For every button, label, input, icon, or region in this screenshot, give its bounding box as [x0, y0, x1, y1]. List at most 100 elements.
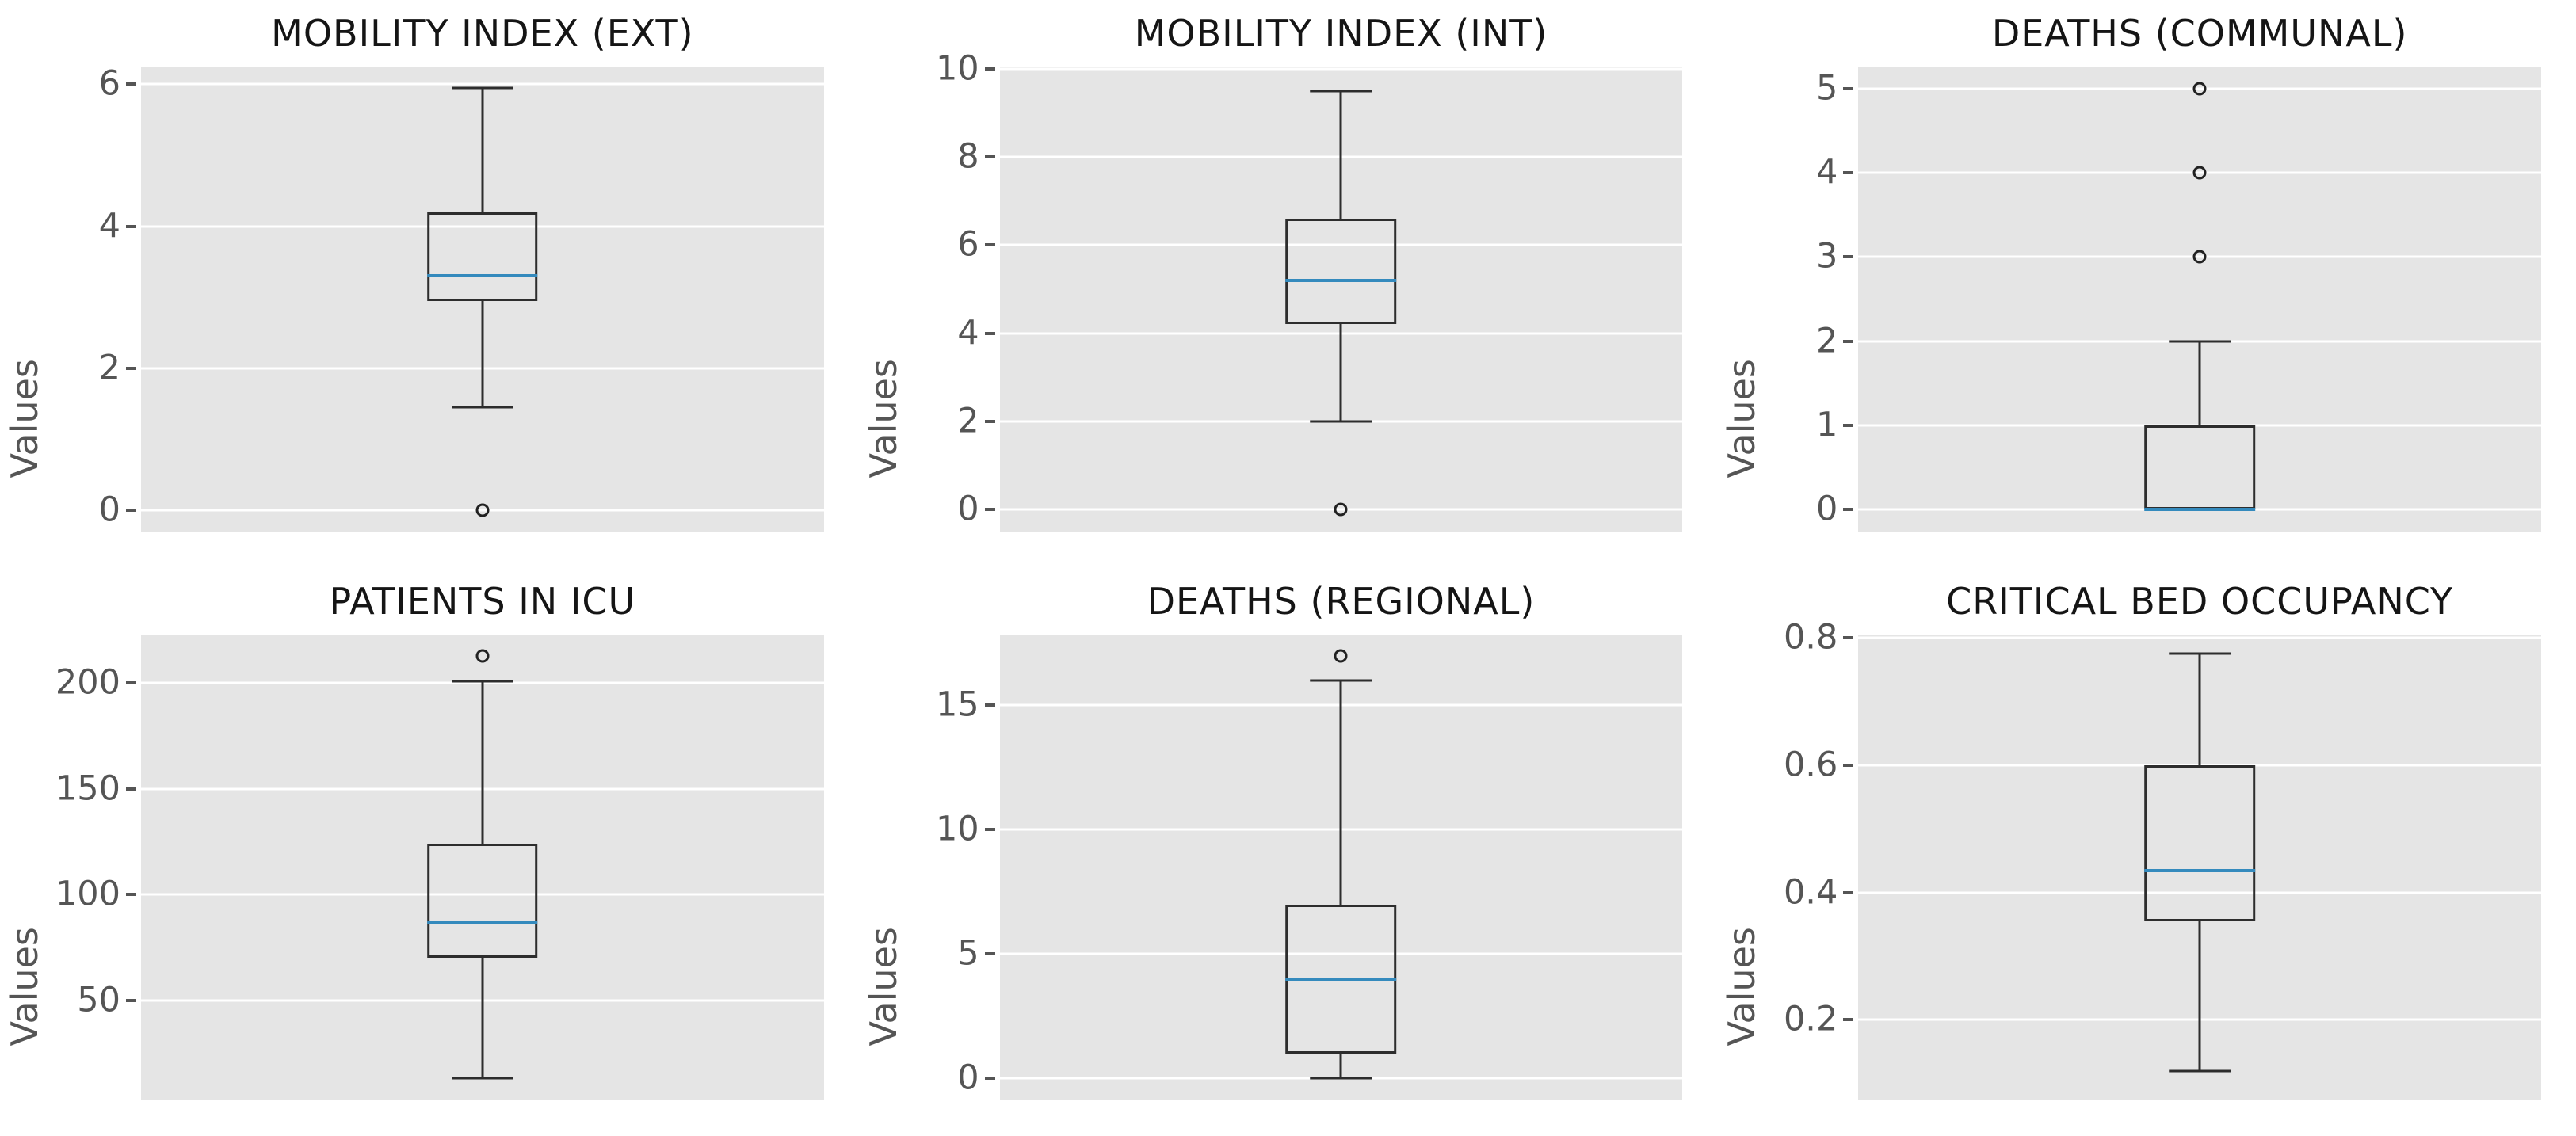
iqr-box [427, 844, 538, 959]
y-tick-mark [984, 67, 995, 71]
y-tick-label: 5 [957, 933, 979, 974]
y-tick-label: 10 [935, 48, 979, 89]
y-tick-label: 8 [957, 136, 979, 177]
y-tick-label: 0 [1815, 489, 1838, 529]
lower-whisker-cap [452, 406, 513, 409]
gridline [1858, 891, 2541, 894]
iqr-box [427, 212, 538, 301]
y-tick-label: 0 [98, 490, 120, 530]
y-tick-mark [126, 509, 136, 513]
outlier-point [2192, 82, 2207, 96]
upper-whisker-cap [2169, 652, 2231, 655]
subplot-title: MOBILITY INDEX (EXT) [271, 12, 694, 55]
y-tick-mark [984, 952, 995, 956]
y-tick-mark [1843, 763, 1854, 767]
y-tick-label: 4 [1815, 152, 1838, 193]
subplot-title: PATIENTS IN ICU [329, 580, 636, 623]
y-axis-gutter: Values 50 100 150 200 [3, 635, 141, 1100]
y-tick-mark [1843, 636, 1854, 640]
y-tick-label: 3 [1815, 236, 1838, 276]
y-tick-mark [126, 366, 136, 370]
lower-whisker-cap [1310, 1077, 1372, 1080]
outlier-point [475, 503, 490, 517]
y-tick-label: 100 [55, 874, 120, 914]
y-tick-mark [126, 82, 136, 86]
outlier-point [475, 649, 490, 663]
outlier-point [1334, 502, 1348, 517]
lower-whisker-line [1339, 324, 1342, 421]
y-tick-label: 2 [1815, 321, 1838, 361]
lower-whisker-cap [452, 1077, 513, 1080]
y-tick-mark [984, 419, 995, 423]
y-tick-mark [984, 1077, 995, 1081]
y-axis-label: Values [3, 926, 46, 1046]
y-axis-gutter: Values 0.2 0.4 0.6 0.8 [1720, 620, 1858, 1100]
outlier-point [1334, 649, 1348, 663]
iqr-box [1285, 218, 1397, 325]
lower-whisker-line [481, 958, 484, 1079]
y-tick-label: 6 [957, 224, 979, 265]
y-tick-label: 2 [957, 401, 979, 441]
y-axis-gutter: Values 0 5 10 15 [861, 635, 1000, 1100]
subplot-mobility-index-ext: MOBILITY INDEX (EXT) Values 0 2 4 6 [0, 0, 859, 568]
subplot-patients-in-icu: PATIENTS IN ICU Values 50 100 150 200 [0, 568, 859, 1136]
median-line [427, 920, 538, 924]
plot-area [141, 67, 824, 532]
y-tick-label: 0.2 [1783, 999, 1838, 1039]
plot-area [999, 67, 1683, 532]
plot-area [1858, 67, 2541, 532]
outlier-point [2192, 166, 2207, 180]
upper-whisker-line [481, 87, 484, 212]
upper-whisker-cap [452, 680, 513, 683]
y-tick-mark [984, 331, 995, 335]
y-axis-label: Values [3, 358, 46, 478]
subplot-title: DEATHS (REGIONAL) [1147, 580, 1536, 623]
lower-whisker-cap [2169, 1069, 2231, 1073]
median-line [1285, 977, 1397, 981]
median-line [2144, 508, 2255, 512]
upper-whisker-cap [1310, 90, 1372, 93]
y-tick-mark [984, 243, 995, 247]
subplot-critical-bed-occupancy: CRITICAL BED OCCUPANCY Values 0.2 0.4 0.6 0… [1717, 568, 2576, 1136]
lower-whisker-cap [1310, 420, 1372, 423]
median-line [2144, 868, 2255, 872]
subplot-title: DEATHS (COMMUNAL) [1991, 12, 2408, 55]
y-axis-label: Values [1720, 926, 1764, 1046]
y-axis-label: Values [861, 926, 905, 1046]
y-tick-mark [984, 703, 995, 707]
y-tick-label: 15 [935, 684, 979, 725]
gridline [141, 82, 824, 86]
plot-area [999, 635, 1683, 1100]
lower-whisker-line [481, 300, 484, 408]
y-tick-mark [984, 508, 995, 512]
lower-whisker-line [1339, 1053, 1342, 1079]
iqr-box [2144, 425, 2255, 510]
y-tick-label: 1 [1815, 405, 1838, 445]
subplot-title: CRITICAL BED OCCUPANCY [1946, 580, 2454, 623]
y-axis-label: Values [861, 358, 905, 478]
y-tick-label: 0 [957, 1058, 979, 1098]
y-tick-mark [1843, 86, 1854, 90]
y-axis-gutter: Values 0 2 4 6 [3, 67, 141, 532]
y-tick-label: 10 [935, 809, 979, 849]
subplot-deaths-communal: DEATHS (COMMUNAL) Values 0 1 2 3 4 5 [1717, 0, 2576, 568]
upper-whisker-cap [1310, 679, 1372, 682]
y-tick-mark [126, 787, 136, 791]
y-tick-mark [1843, 890, 1854, 894]
gridline [999, 243, 1683, 246]
y-axis-gutter: Values 0 1 2 3 4 5 [1720, 67, 1858, 532]
y-tick-label: 4 [957, 313, 979, 353]
y-tick-label: 150 [55, 768, 120, 809]
subplot-mobility-index-int: MOBILITY INDEX (INT) Values 0 2 4 6 8 10 [859, 0, 1718, 568]
y-tick-mark [126, 681, 136, 685]
y-tick-label: 200 [55, 662, 120, 703]
y-tick-label: 0.6 [1783, 745, 1838, 785]
gridline [999, 67, 1683, 71]
y-tick-label: 4 [98, 206, 120, 246]
y-tick-mark [126, 224, 136, 228]
y-tick-mark [1843, 255, 1854, 259]
y-tick-mark [984, 828, 995, 832]
y-tick-label: 0.4 [1783, 872, 1838, 913]
y-tick-mark [1843, 339, 1854, 343]
y-tick-mark [984, 155, 995, 159]
